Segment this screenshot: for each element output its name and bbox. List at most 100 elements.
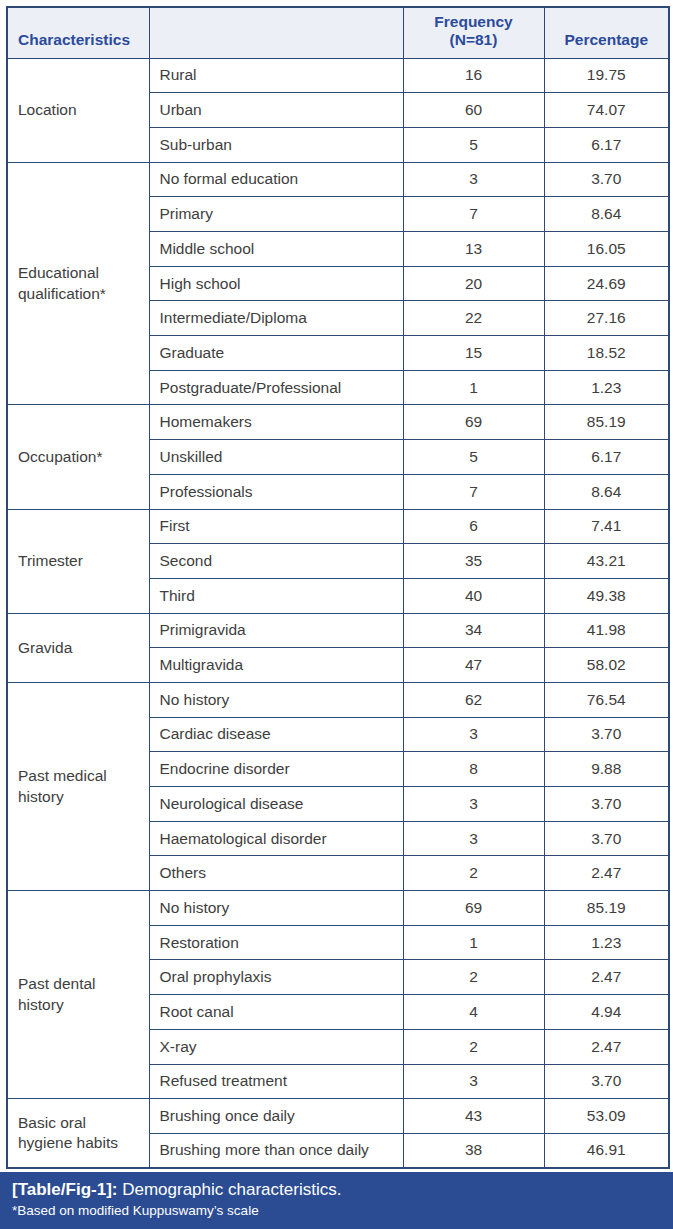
frequency-cell: 69 <box>403 405 544 440</box>
category-cell: Occupation* <box>7 405 149 509</box>
frequency-cell: 40 <box>403 578 544 613</box>
frequency-cell: 3 <box>403 787 544 822</box>
col-header-frequency: Frequency (N=81) <box>403 7 544 58</box>
percentage-cell: 76.54 <box>544 682 669 717</box>
figure-caption: [Table/Fig-1]: Demographic characteristi… <box>12 1179 661 1200</box>
percentage-cell: 2.47 <box>544 960 669 995</box>
percentage-cell: 8.64 <box>544 474 669 509</box>
frequency-cell: 34 <box>403 613 544 648</box>
table-row: Occupation*Homemakers6985.19 <box>7 405 669 440</box>
frequency-cell: 3 <box>403 1064 544 1099</box>
frequency-header-line1: Frequency <box>434 13 512 30</box>
subcategory-cell: Primigravida <box>149 613 403 648</box>
frequency-cell: 15 <box>403 336 544 371</box>
percentage-cell: 2.47 <box>544 1029 669 1064</box>
frequency-cell: 7 <box>403 197 544 232</box>
demographics-table: Characteristics Frequency (N=81) Percent… <box>6 6 670 1169</box>
category-cell: Basic oral hygiene habits <box>7 1099 149 1168</box>
frequency-cell: 22 <box>403 301 544 336</box>
percentage-cell: 27.16 <box>544 301 669 336</box>
subcategory-cell: Cardiac disease <box>149 717 403 752</box>
frequency-cell: 60 <box>403 93 544 128</box>
percentage-cell: 6.17 <box>544 440 669 475</box>
frequency-cell: 3 <box>403 717 544 752</box>
subcategory-cell: Restoration <box>149 925 403 960</box>
frequency-cell: 5 <box>403 440 544 475</box>
frequency-cell: 43 <box>403 1099 544 1134</box>
frequency-cell: 1 <box>403 370 544 405</box>
caption-tag: [Table/Fig-1]: <box>12 1180 117 1199</box>
subcategory-cell: Middle school <box>149 232 403 267</box>
percentage-cell: 46.91 <box>544 1133 669 1168</box>
col-header-percentage: Percentage <box>544 7 669 58</box>
frequency-cell: 3 <box>403 162 544 197</box>
percentage-cell: 1.23 <box>544 370 669 405</box>
subcategory-cell: Postgraduate/Professional <box>149 370 403 405</box>
subcategory-cell: No formal education <box>149 162 403 197</box>
percentage-cell: 49.38 <box>544 578 669 613</box>
percentage-cell: 16.05 <box>544 232 669 267</box>
frequency-cell: 47 <box>403 648 544 683</box>
percentage-cell: 41.98 <box>544 613 669 648</box>
frequency-cell: 5 <box>403 127 544 162</box>
frequency-cell: 1 <box>403 925 544 960</box>
category-cell: Past dental history <box>7 891 149 1099</box>
percentage-cell: 1.23 <box>544 925 669 960</box>
subcategory-cell: Urban <box>149 93 403 128</box>
category-cell: Educational qualification* <box>7 162 149 405</box>
caption-text: Demographic characteristics. <box>122 1180 341 1199</box>
table-row: TrimesterFirst67.41 <box>7 509 669 544</box>
frequency-cell: 2 <box>403 856 544 891</box>
frequency-cell: 20 <box>403 266 544 301</box>
frequency-header-line2: (N=81) <box>450 31 498 48</box>
frequency-cell: 13 <box>403 232 544 267</box>
percentage-cell: 4.94 <box>544 995 669 1030</box>
table-row: Educational qualification*No formal educ… <box>7 162 669 197</box>
subcategory-cell: Endocrine disorder <box>149 752 403 787</box>
figure-caption-band: [Table/Fig-1]: Demographic characteristi… <box>0 1172 673 1229</box>
subcategory-cell: X-ray <box>149 1029 403 1064</box>
table-row: Past medical historyNo history6276.54 <box>7 682 669 717</box>
percentage-cell: 9.88 <box>544 752 669 787</box>
subcategory-cell: Third <box>149 578 403 613</box>
frequency-cell: 2 <box>403 1029 544 1064</box>
subcategory-cell: Graduate <box>149 336 403 371</box>
percentage-cell: 43.21 <box>544 544 669 579</box>
category-cell: Trimester <box>7 509 149 613</box>
percentage-cell: 3.70 <box>544 717 669 752</box>
subcategory-cell: Homemakers <box>149 405 403 440</box>
percentage-cell: 3.70 <box>544 821 669 856</box>
frequency-cell: 38 <box>403 1133 544 1168</box>
subcategory-cell: Root canal <box>149 995 403 1030</box>
subcategory-cell: Neurological disease <box>149 787 403 822</box>
table-header: Characteristics Frequency (N=81) Percent… <box>7 7 669 58</box>
subcategory-cell: Brushing more than once daily <box>149 1133 403 1168</box>
frequency-cell: 4 <box>403 995 544 1030</box>
percentage-cell: 3.70 <box>544 1064 669 1099</box>
percentage-cell: 8.64 <box>544 197 669 232</box>
percentage-cell: 53.09 <box>544 1099 669 1134</box>
percentage-cell: 85.19 <box>544 891 669 926</box>
percentage-cell: 3.70 <box>544 787 669 822</box>
subcategory-cell: Intermediate/Diploma <box>149 301 403 336</box>
subcategory-cell: Haematological disorder <box>149 821 403 856</box>
subcategory-cell: No history <box>149 891 403 926</box>
table-row: GravidaPrimigravida3441.98 <box>7 613 669 648</box>
subcategory-cell: Sub-urban <box>149 127 403 162</box>
percentage-cell: 2.47 <box>544 856 669 891</box>
frequency-cell: 69 <box>403 891 544 926</box>
percentage-cell: 58.02 <box>544 648 669 683</box>
subcategory-cell: Rural <box>149 58 403 93</box>
frequency-cell: 62 <box>403 682 544 717</box>
subcategory-cell: No history <box>149 682 403 717</box>
subcategory-cell: Others <box>149 856 403 891</box>
table-row: Past dental historyNo history6985.19 <box>7 891 669 926</box>
frequency-cell: 3 <box>403 821 544 856</box>
frequency-cell: 6 <box>403 509 544 544</box>
percentage-cell: 85.19 <box>544 405 669 440</box>
subcategory-cell: Brushing once daily <box>149 1099 403 1134</box>
subcategory-cell: Oral prophylaxis <box>149 960 403 995</box>
table-body: LocationRural1619.75Urban6074.07Sub-urba… <box>7 58 669 1168</box>
subcategory-cell: Multigravida <box>149 648 403 683</box>
percentage-cell: 6.17 <box>544 127 669 162</box>
